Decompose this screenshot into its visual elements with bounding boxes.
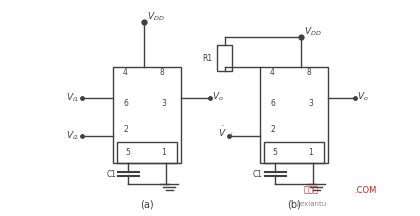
Text: 2: 2 [123,125,128,134]
Text: 5: 5 [126,148,131,157]
Text: 接线图: 接线图 [303,186,318,195]
Text: $V_{i2}$: $V_{i2}$ [66,130,80,142]
Text: $V_{DD}$: $V_{DD}$ [147,10,165,23]
Text: 5: 5 [273,148,278,157]
Text: $_i$: $_i$ [230,131,233,139]
Text: C1: C1 [106,170,116,179]
Bar [217,45,232,71]
Text: (a): (a) [140,199,154,209]
Text: 8: 8 [307,68,311,77]
Text: 6: 6 [270,99,275,108]
Bar [260,67,328,163]
Bar [264,142,324,163]
Text: $V_o$: $V_o$ [357,90,369,103]
Text: $V_{i1}$: $V_{i1}$ [66,91,80,104]
Text: 8: 8 [160,68,164,77]
Bar [117,142,177,163]
Text: (b): (b) [287,199,301,209]
Text: .COM: .COM [354,186,377,195]
Text: 3: 3 [308,99,313,108]
Text: jiexiantu: jiexiantu [296,201,326,207]
Text: $V_o$: $V_o$ [212,90,224,103]
Text: 3: 3 [161,99,166,108]
Text: 2: 2 [270,125,275,134]
Text: 1: 1 [308,148,313,157]
Text: R1: R1 [202,54,212,63]
Text: $\dot{V}$: $\dot{V}$ [218,125,227,139]
Text: 4: 4 [123,68,128,77]
Text: $V_{DD}$: $V_{DD}$ [304,25,322,38]
Bar [113,67,181,163]
Text: 1: 1 [161,148,166,157]
Text: 4: 4 [270,68,275,77]
Text: C1: C1 [252,170,262,179]
Text: 6: 6 [123,99,128,108]
